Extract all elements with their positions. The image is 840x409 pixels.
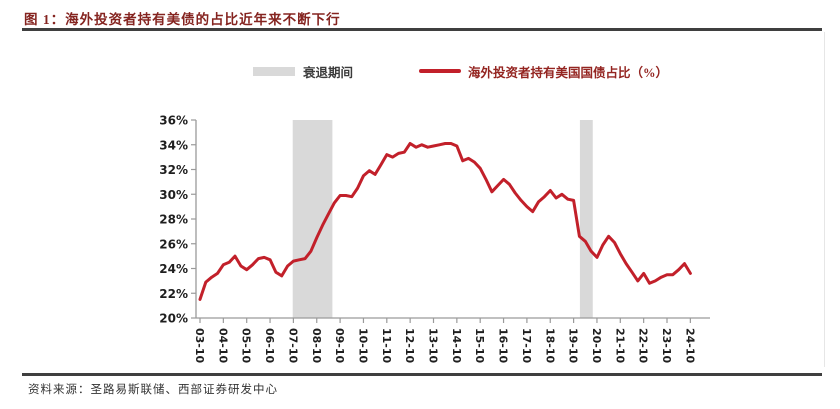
chart-area: 20% 22% 24% 26% 28% 30% 32% 34% 36% 03-10 04-10 05-… (150, 106, 730, 372)
x-tick-label: 21-10 (613, 328, 626, 364)
x-tick-label: 05-10 (240, 328, 253, 364)
y-tick-label: 28% (159, 213, 188, 227)
x-tick-label: 19-10 (567, 328, 580, 364)
x-tick-label: 09-10 (333, 328, 346, 364)
x-tick-label: 14-10 (450, 328, 463, 364)
y-tick-label: 32% (159, 163, 188, 177)
legend-item-recession: 衰退期间 (253, 62, 353, 81)
chart-legend: 衰退期间 海外投资者持有美国国债占比（%） (253, 62, 668, 80)
x-tick-label: 04-10 (216, 328, 229, 364)
x-tick-label: 20-10 (590, 328, 603, 364)
series-line-swatch (419, 69, 462, 73)
x-tick-label: 18-10 (543, 328, 556, 364)
x-tick-label: 15-10 (473, 328, 486, 364)
recession-band-swatch (253, 66, 295, 76)
x-tick-label: 23-10 (660, 328, 673, 364)
x-tick-label: 10-10 (356, 328, 369, 364)
x-tick-label: 03-10 (193, 328, 206, 364)
x-tick-label: 17-10 (520, 328, 533, 364)
figure-title: 图 1：海外投资者持有美债的占比近年来不断下行 (24, 12, 341, 27)
y-tick-label: 20% (159, 312, 188, 326)
y-tick-label: 36% (159, 114, 188, 128)
x-tick-label: 08-10 (310, 328, 323, 364)
x-tick-label: 07-10 (286, 328, 299, 364)
bottom-divider (22, 373, 822, 376)
top-divider (22, 28, 822, 31)
series-line (198, 142, 692, 301)
y-tick-label: 26% (159, 237, 188, 251)
recession-band (579, 120, 593, 318)
y-tick-label: 24% (159, 262, 188, 276)
x-tick-label: 12-10 (403, 328, 416, 364)
x-tick-label: 13-10 (427, 328, 440, 364)
x-tick-label: 06-10 (263, 328, 276, 364)
x-tick-label: 11-10 (380, 328, 393, 364)
x-tick-label: 16-10 (497, 328, 510, 364)
y-tick-label: 34% (159, 138, 188, 152)
legend-label-recession: 衰退期间 (303, 65, 354, 80)
legend-label-series: 海外投资者持有美国国债占比（%） (468, 65, 669, 80)
page-edge-line (824, 32, 825, 367)
y-tick-label: 30% (159, 188, 188, 202)
x-tick-label: 22-10 (637, 328, 650, 364)
chart-svg: 20% 22% 24% 26% 28% 30% 32% 34% 36% 03-10 04-10 05-… (159, 114, 710, 364)
source-note: 资料来源：圣路易斯联储、西部证券研发中心 (28, 384, 278, 396)
x-tick-label: 24-10 (683, 328, 696, 364)
y-tick-label: 22% (159, 287, 188, 301)
legend-item-series: 海外投资者持有美国国债占比（%） (419, 62, 668, 81)
